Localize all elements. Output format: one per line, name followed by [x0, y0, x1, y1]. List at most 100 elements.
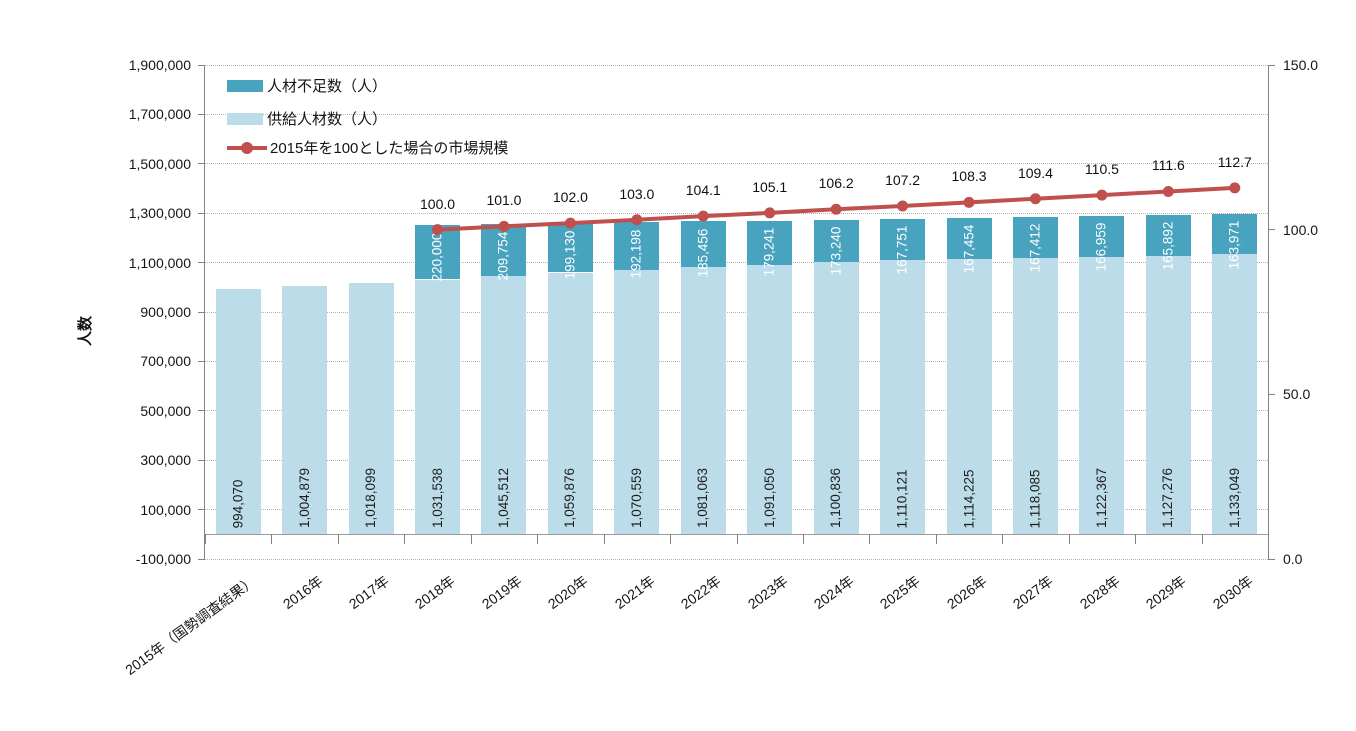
x-axis-tick-label: 2027年 [1010, 572, 1057, 613]
gridline [205, 64, 1268, 66]
right-axis-tick-label: 100.0 [1283, 221, 1319, 238]
left-axis-tick [198, 360, 205, 362]
legend-item-shortage: 人材不足数（人） [227, 77, 508, 95]
legend-swatch-shortage [227, 79, 263, 92]
left-axis-tick [198, 311, 205, 313]
gridline [205, 163, 1268, 165]
legend-dot-icon [241, 141, 253, 154]
left-axis-tick [198, 509, 205, 511]
trend-value-label: 102.0 [552, 189, 588, 206]
left-axis-tick [198, 262, 205, 264]
trend-value-label: 112.7 [1217, 153, 1252, 170]
trend-value-label: 108.3 [951, 168, 987, 185]
trend-point-marker [1229, 182, 1241, 194]
bar-supply [1012, 258, 1058, 535]
right-axis-tick [1268, 229, 1275, 231]
x-axis-tick-label: 2021年 [611, 572, 658, 613]
bar-supply [747, 264, 793, 535]
x-axis-tick-label: 2019年 [478, 572, 525, 613]
x-axis-tick-label: 2025年 [877, 572, 924, 613]
trend-point-marker [697, 210, 709, 222]
bar-shortage [747, 220, 793, 265]
x-axis-tick-label: 2026年 [943, 572, 990, 613]
bar-shortage [946, 217, 992, 260]
gridline [205, 262, 1268, 264]
bar-supply [348, 282, 394, 535]
trend-value-label: 111.6 [1151, 157, 1185, 174]
legend: 人材不足数（人） 供給人材数（人） 2015年を100とした場合の市場規模 [227, 77, 509, 157]
x-axis-tick [404, 534, 406, 545]
gridline [205, 360, 1268, 362]
bar-supply [614, 269, 660, 535]
left-axis-tick-label: 300,000 [140, 452, 191, 469]
x-axis-tick-label: 2018年 [412, 572, 459, 613]
x-axis-tick [337, 534, 339, 545]
bar-shortage [481, 224, 527, 277]
gridline [205, 311, 1268, 313]
right-axis-tick-label: 150.0 [1283, 57, 1319, 73]
bar-supply [547, 272, 593, 535]
trend-line-svg [432, 182, 1241, 236]
trend-value-label: 100.0 [420, 195, 456, 212]
bar-shortage [680, 221, 726, 268]
x-axis-tick [205, 534, 206, 545]
x-axis-tick-label: 2016年 [279, 572, 326, 613]
trend-point-marker [764, 207, 776, 219]
legend-swatch-supply [227, 112, 263, 125]
left-axis-tick-label: 500,000 [140, 402, 191, 419]
gridline [205, 558, 1268, 560]
left-axis-spine [204, 65, 205, 559]
bar-supply [215, 288, 261, 535]
bar-supply [1079, 257, 1125, 535]
trend-value-label: 106.2 [818, 175, 854, 192]
x-axis-tick [1135, 534, 1137, 545]
left-axis-tick-label: 100,000 [140, 501, 191, 518]
bar-supply [1212, 254, 1258, 535]
bar-shortage [813, 219, 859, 263]
legend-item-index: 2015年を100とした場合の市場規模 [227, 139, 509, 157]
left-axis-tick-label: 1,700,000 [128, 106, 191, 123]
x-axis-tick [470, 534, 472, 545]
right-axis-tick [1268, 393, 1275, 395]
trend-value-label: 110.5 [1084, 161, 1119, 178]
legend-label-supply: 供給人材数（人） [267, 111, 388, 128]
trend-point-marker [963, 196, 975, 208]
left-axis-tick [198, 459, 205, 461]
bar-shortage [1145, 214, 1191, 256]
legend-label-index: 2015年を100とした場合の市場規模 [270, 140, 509, 157]
bar-supply [946, 259, 992, 535]
left-axis-tick-label: -100,000 [135, 551, 191, 567]
bar-supply [680, 267, 726, 535]
x-axis-tick [537, 534, 539, 545]
trend-point-marker [897, 200, 909, 212]
trend-point-marker [1029, 193, 1041, 205]
gridline [205, 509, 1268, 511]
trend-value-label: 104.1 [685, 182, 721, 199]
x-axis-tick-label: 2030年 [1209, 572, 1256, 613]
left-axis-tick-label: 900,000 [140, 304, 191, 320]
left-axis-tick [198, 558, 205, 560]
trend-value-label: 103.0 [619, 185, 655, 202]
bar-shortage [547, 223, 593, 273]
right-axis-tick-label: 0.0 [1283, 551, 1303, 567]
gridline [205, 459, 1268, 461]
x-axis-tick-label: 2028年 [1076, 572, 1123, 613]
bar-shortage [880, 218, 926, 261]
x-axis-tick-label: 2015年（国勢調査結果） [122, 572, 259, 678]
x-axis-tick [802, 534, 804, 545]
x-axis-tick [1268, 534, 1269, 545]
legend-label-shortage: 人材不足数（人） [267, 78, 388, 95]
x-axis-tick-label: 2023年 [744, 572, 791, 613]
x-axis-tick-label: 2024年 [810, 572, 857, 613]
bar-shortage [1212, 213, 1258, 255]
right-axis-tick [1268, 558, 1275, 560]
left-axis-tick-label: 1,300,000 [128, 205, 191, 222]
bar-shortage [1079, 215, 1125, 258]
left-axis-tick-label: 1,100,000 [128, 254, 191, 271]
bar-supply [1145, 255, 1191, 535]
left-axis-tick [198, 64, 205, 66]
trend-point-marker [432, 224, 444, 236]
x-axis-tick [271, 534, 273, 545]
x-axis-tick [1201, 534, 1203, 545]
